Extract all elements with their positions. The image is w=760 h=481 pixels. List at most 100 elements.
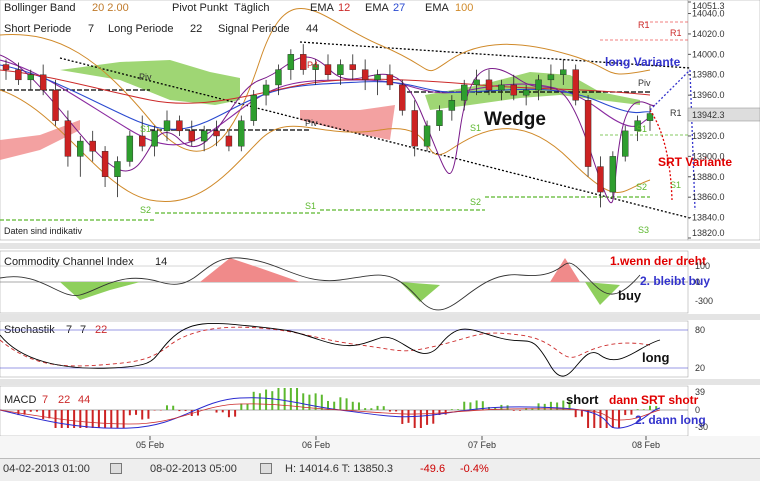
calendar-to-icon[interactable]	[260, 463, 272, 474]
price-tick: 13840.0	[692, 213, 725, 223]
candle-body[interactable]	[251, 95, 257, 121]
macd-p3: 44	[78, 394, 90, 406]
long-period-value: 22	[190, 23, 202, 35]
macd-p2: 22	[58, 394, 70, 406]
candle-body[interactable]	[511, 85, 517, 95]
candle-body[interactable]	[53, 90, 59, 121]
status-bar: 04-02-2013 01:00 08-02-2013 05:00 H: 140…	[0, 458, 760, 481]
pivot-p4-label: P4	[307, 60, 318, 70]
candle-body[interactable]	[362, 70, 368, 80]
candle-body[interactable]	[387, 75, 393, 85]
candle-body[interactable]	[399, 85, 405, 111]
candle-body[interactable]	[474, 80, 480, 85]
cci-title: Commodity Channel Index	[4, 256, 134, 268]
candle-body[interactable]	[375, 75, 381, 80]
macd-bar	[618, 410, 620, 428]
candle-body[interactable]	[610, 156, 616, 192]
legend-row-2: Short Periode 7 Long Periode 22 Signal P…	[4, 23, 318, 35]
candle-body[interactable]	[498, 85, 504, 90]
candle-body[interactable]	[325, 65, 331, 75]
candle-body[interactable]	[585, 100, 591, 166]
candle-body[interactable]	[461, 85, 467, 100]
macd-bar	[395, 410, 397, 411]
macd-bar	[147, 410, 149, 419]
candle-body[interactable]	[152, 131, 158, 146]
candle-body[interactable]	[337, 65, 343, 75]
candle-body[interactable]	[300, 54, 306, 69]
candle-body[interactable]	[560, 70, 566, 75]
candle-body[interactable]	[114, 161, 120, 176]
candle-body[interactable]	[238, 121, 244, 147]
candle-body[interactable]	[622, 131, 628, 157]
candle-body[interactable]	[90, 141, 96, 151]
candle-body[interactable]	[3, 65, 9, 70]
range-to[interactable]: 08-02-2013 05:00	[150, 463, 237, 475]
candle-body[interactable]	[412, 110, 418, 146]
candle-body[interactable]	[597, 167, 603, 193]
candle-body[interactable]	[201, 131, 207, 141]
ema1-label: EMA	[310, 2, 335, 14]
candle-body[interactable]	[449, 100, 455, 110]
candle-body[interactable]	[65, 121, 71, 157]
macd-bar	[339, 397, 341, 410]
macd-bar	[581, 410, 583, 417]
candle-body[interactable]	[15, 70, 21, 80]
pivot-s2c-label: S2	[636, 182, 647, 192]
signal-period-value: 44	[306, 23, 318, 35]
range-from[interactable]: 04-02-2013 01:00	[3, 463, 90, 475]
macd-bar	[172, 406, 174, 410]
candle-body[interactable]	[214, 131, 220, 136]
ema2-value: 27	[393, 2, 405, 14]
macd-bar	[123, 410, 125, 428]
candle-body[interactable]	[436, 110, 442, 125]
candle-body[interactable]	[263, 85, 269, 95]
price-tick: 13900.0	[692, 151, 725, 161]
ema3-label: EMA	[425, 2, 450, 14]
candle-body[interactable]	[139, 136, 145, 146]
candle-body[interactable]	[288, 54, 294, 69]
price-tick: 13860.0	[692, 192, 725, 202]
candle-body[interactable]	[40, 75, 46, 90]
candle-body[interactable]	[164, 121, 170, 131]
candle-body[interactable]	[523, 90, 529, 95]
macd-bar	[271, 391, 273, 410]
disclaimer: Daten sind indikativ	[4, 226, 83, 236]
candle-body[interactable]	[548, 75, 554, 80]
macd-bar	[624, 410, 626, 415]
macd-bar	[42, 410, 44, 419]
candle-body[interactable]	[127, 136, 133, 162]
macd-note-1: dann SRT shotr	[609, 393, 699, 407]
candle-body[interactable]	[102, 151, 108, 177]
macd-bar	[129, 410, 131, 415]
candle-body[interactable]	[176, 121, 182, 131]
candle-body[interactable]	[77, 141, 83, 156]
macd-bar	[30, 410, 32, 412]
splitter-3[interactable]	[0, 379, 760, 385]
macd-bar	[469, 402, 471, 410]
macd-bar	[451, 409, 453, 410]
candle-body[interactable]	[275, 70, 281, 85]
candle-body[interactable]	[647, 114, 653, 121]
macd-bar	[284, 388, 286, 410]
splitter-2[interactable]	[0, 314, 760, 320]
candle-body[interactable]	[536, 80, 542, 90]
candle-body[interactable]	[573, 70, 579, 101]
pivot-r1b-label: R1	[670, 28, 682, 38]
stoch-long-note: long	[642, 350, 669, 365]
candle-body[interactable]	[486, 80, 492, 90]
macd-bar	[513, 410, 515, 411]
candle-body[interactable]	[226, 136, 232, 146]
macd-bar	[630, 410, 632, 415]
candle-body[interactable]	[189, 131, 195, 141]
trading-chart[interactable]: Bollinger Band 20 2.00 Pivot Punkt Tägli…	[0, 0, 760, 458]
macd-bar	[587, 410, 589, 428]
legend-row-1: Bollinger Band 20 2.00 Pivot Punkt Tägli…	[4, 2, 473, 14]
cci-note-1: 1.wenn der dreht	[610, 254, 706, 268]
cci-tick-100: 100	[695, 261, 710, 271]
candle-body[interactable]	[28, 75, 34, 80]
candle-body[interactable]	[350, 65, 356, 70]
calendar-from-icon[interactable]	[110, 463, 122, 474]
splitter-1[interactable]	[0, 243, 760, 249]
candle-body[interactable]	[424, 126, 430, 146]
